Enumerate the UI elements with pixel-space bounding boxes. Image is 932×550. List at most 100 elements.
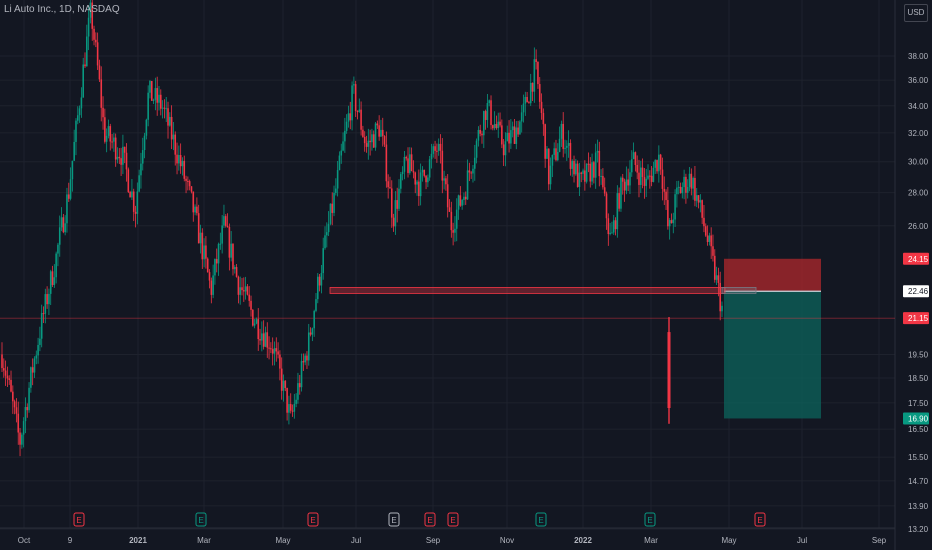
candle-body	[654, 160, 657, 168]
candle-body	[181, 160, 184, 167]
candle-body	[340, 150, 343, 156]
earnings-marker[interactable]: E	[644, 512, 656, 527]
candle-body	[257, 319, 260, 340]
earnings-marker-label: E	[757, 516, 762, 525]
candle-body	[372, 134, 375, 148]
candle-body	[712, 246, 714, 256]
y-tick-label: 19.50	[908, 350, 929, 359]
candle-body	[546, 148, 548, 159]
candle-body	[169, 116, 171, 126]
candle-body	[326, 232, 328, 236]
candle-body	[493, 124, 496, 129]
candle-body	[268, 347, 270, 349]
candle-body	[506, 132, 509, 142]
candle-body	[475, 140, 478, 158]
candle-body	[571, 160, 574, 169]
candle-body	[484, 111, 487, 120]
candle-body	[109, 126, 112, 142]
earnings-marker-box	[424, 512, 436, 527]
candle-body	[46, 294, 48, 305]
candle-body	[347, 113, 350, 122]
earnings-marker[interactable]: E	[388, 512, 400, 527]
candle-body	[190, 186, 193, 192]
candle-body	[694, 177, 696, 201]
candle-body	[399, 174, 402, 189]
candle-body	[244, 286, 247, 292]
candle-body	[510, 130, 512, 144]
earnings-marker[interactable]: E	[535, 512, 547, 527]
candle-body	[634, 152, 637, 165]
x-tick-label: 2022	[574, 536, 592, 545]
candle-body	[407, 158, 409, 173]
candle-body	[96, 42, 99, 66]
candle-body	[441, 150, 444, 181]
x-tick-label: 9	[68, 536, 73, 545]
x-tick-label: Mar	[644, 536, 658, 545]
candle-body	[486, 103, 489, 120]
candle-body	[459, 195, 462, 206]
candle-body	[270, 348, 272, 350]
candle-body	[87, 17, 90, 37]
candle-body	[147, 92, 149, 120]
candle-body	[203, 245, 205, 260]
candle-body	[353, 84, 355, 86]
candle-body	[196, 206, 198, 214]
candle-body	[638, 172, 640, 185]
candle-body	[363, 136, 366, 144]
candle-body	[113, 137, 115, 142]
candle-body	[4, 370, 7, 376]
earnings-marker-label: E	[198, 516, 203, 525]
candle-body	[419, 172, 422, 197]
candle-body	[618, 193, 620, 209]
candle-body	[22, 421, 25, 435]
earnings-marker[interactable]: E	[754, 512, 766, 527]
candle-body	[316, 276, 319, 300]
candle-body	[576, 163, 579, 188]
candle-body	[293, 403, 296, 412]
candle-body	[596, 150, 599, 153]
currency-button[interactable]: USD	[904, 4, 928, 22]
earnings-marker[interactable]: E	[73, 512, 85, 527]
candle-body	[544, 124, 546, 159]
y-tick-label: 13.20	[908, 525, 929, 534]
candle-body	[154, 88, 157, 100]
stop-loss-zone	[724, 258, 821, 292]
candle-body	[632, 152, 635, 160]
candle-body	[593, 162, 595, 178]
candle-body	[511, 126, 514, 131]
earnings-marker[interactable]: E	[424, 512, 436, 527]
earnings-marker-label: E	[450, 516, 455, 525]
candle-body	[508, 132, 510, 144]
candle-body	[322, 248, 325, 274]
candle-body	[333, 192, 335, 213]
candle-body	[683, 176, 685, 188]
candle-body	[616, 193, 619, 230]
x-tick-label: Jul	[797, 536, 807, 545]
candle-body	[55, 253, 57, 278]
candle-body	[102, 107, 104, 118]
x-tick-label: Oct	[18, 536, 31, 545]
candle-body	[224, 216, 227, 226]
earnings-marker[interactable]: E	[447, 512, 459, 527]
candle-body	[246, 286, 249, 295]
candle-body	[233, 267, 236, 270]
candle-body	[715, 275, 718, 280]
earnings-marker[interactable]: E	[307, 512, 319, 527]
candle-body	[692, 177, 694, 189]
candle-body	[602, 175, 604, 188]
x-tick-label: May	[721, 536, 736, 545]
candle-body	[535, 59, 537, 62]
support-zone-extension	[721, 287, 757, 294]
earnings-marker-label: E	[647, 516, 652, 525]
earnings-marker[interactable]: E	[195, 512, 207, 527]
candle-body	[241, 287, 243, 291]
candle-body	[566, 145, 568, 148]
x-tick-label: Sep	[872, 536, 887, 545]
candle-body	[345, 121, 348, 131]
candle-body	[392, 217, 395, 227]
candle-body	[526, 96, 528, 103]
candle-body	[3, 368, 5, 371]
candle-body	[214, 259, 216, 276]
candle-body	[243, 290, 245, 292]
